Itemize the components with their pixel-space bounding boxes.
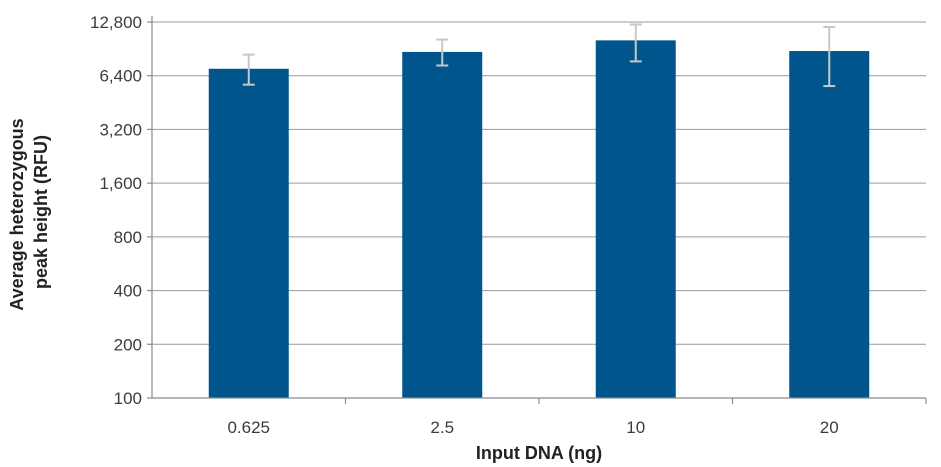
bar (789, 51, 870, 398)
x-axis-title: Input DNA (ng) (476, 443, 602, 463)
y-tick-label: 6,400 (99, 67, 142, 86)
bar (595, 40, 676, 399)
y-axis-title: Average heterozygous peak height (RFU) (7, 113, 51, 310)
y-tick-label: 12,800 (90, 13, 142, 32)
x-tick-label: 2.5 (430, 418, 454, 437)
bar (208, 68, 289, 398)
bars (208, 40, 870, 399)
error-bar (242, 53, 255, 86)
y-tick-labels: 100 200 400 800 1,600 3,200 6,400 12,800 (90, 13, 142, 408)
error-bar (823, 26, 836, 88)
axes (147, 16, 927, 404)
error-bar (436, 38, 449, 67)
x-tick-label: 0.625 (227, 418, 270, 437)
y-tick-label: 200 (114, 335, 142, 354)
y-tick-label: 800 (114, 228, 142, 247)
y-axis-title-line-1: Average heterozygous (7, 118, 27, 310)
y-axis-title-line-2: peak height (RFU) (31, 135, 51, 289)
x-tick-label: 20 (820, 418, 839, 437)
x-tick-label: 10 (626, 418, 645, 437)
error-bar (629, 23, 642, 63)
x-tick-labels: 0.625 2.5 10 20 (227, 418, 838, 437)
bar (402, 51, 483, 398)
y-tick-label: 1,600 (99, 174, 142, 193)
y-tick-label: 3,200 (99, 120, 142, 139)
y-tick-label: 100 (114, 389, 142, 408)
y-tick-label: 400 (114, 282, 142, 301)
error-bars (242, 23, 836, 88)
